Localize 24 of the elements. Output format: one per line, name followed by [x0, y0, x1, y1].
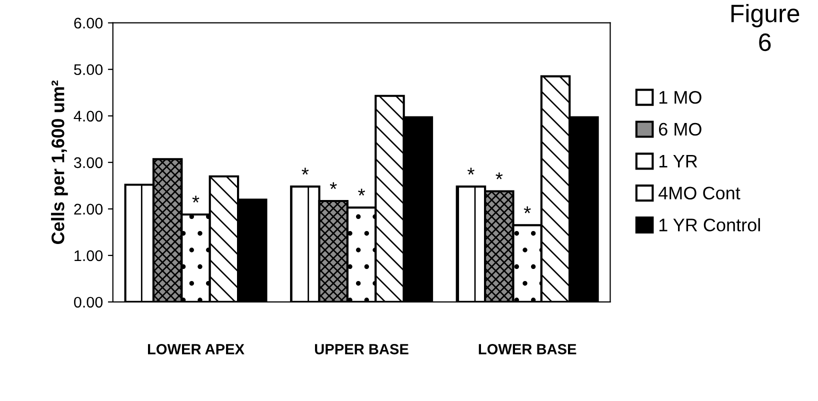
- x-tick-label: LOWER BASE: [478, 344, 576, 354]
- x-tick-label: UPPER BASE: [315, 344, 408, 354]
- y-tick-label: 1.00: [74, 250, 103, 262]
- x-tick-label: LOWER APEX: [148, 344, 244, 354]
- y-tick-label: 5.00: [74, 64, 103, 76]
- legend-label: 4MO Cont: [658, 186, 740, 200]
- legend-label: 1 YR Control: [659, 218, 760, 232]
- data-label: *: [330, 182, 337, 190]
- y-tick-label: 3.00: [74, 157, 103, 168]
- data-label: *: [524, 206, 531, 214]
- y-tick-label: 4.00: [74, 110, 103, 122]
- text: Figure 6: [731, 4, 800, 52]
- legend-label: 1 YR: [659, 154, 698, 168]
- y-axis-title: Cells per 1,600 um²: [51, 80, 68, 244]
- y-tick-label: 2.00: [74, 204, 103, 215]
- legend-label: 1 MO: [659, 90, 702, 104]
- data-label: *: [468, 168, 474, 175]
- data-label: *: [358, 188, 366, 196]
- legend-label: 6 MO: [659, 122, 702, 136]
- data-label: *: [192, 196, 200, 203]
- data-label: *: [302, 168, 309, 175]
- y-tick-label: 6.00: [74, 18, 103, 29]
- y-tick-label: 0.00: [74, 296, 103, 308]
- data-label: *: [496, 172, 503, 180]
